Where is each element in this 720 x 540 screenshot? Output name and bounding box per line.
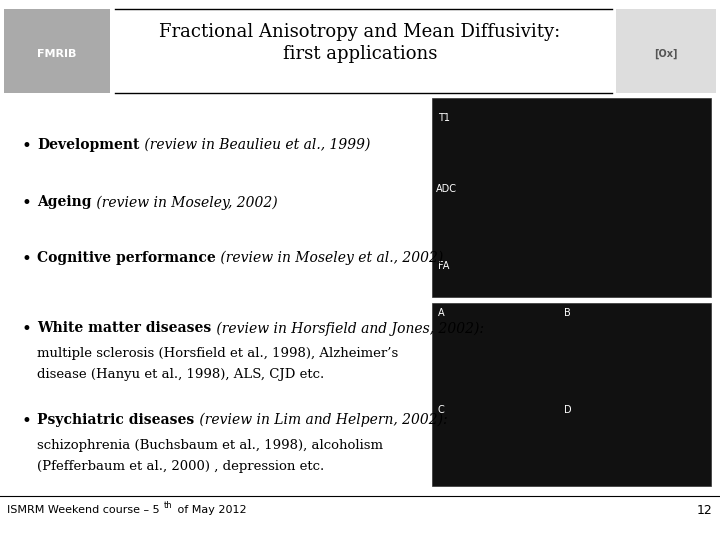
Text: FA: FA [438,261,449,271]
FancyBboxPatch shape [432,303,711,486]
Text: of May 2012: of May 2012 [174,505,247,515]
FancyBboxPatch shape [4,9,110,93]
Text: D: D [564,406,572,415]
FancyBboxPatch shape [432,98,711,297]
Text: Psychiatric diseases: Psychiatric diseases [37,413,194,427]
Text: A: A [438,308,444,318]
Text: T1: T1 [438,113,450,123]
Text: first applications: first applications [283,45,437,63]
Text: •: • [22,251,32,268]
Text: (review in Moseley et al., 2002): (review in Moseley et al., 2002) [216,251,444,266]
Text: 12: 12 [697,504,713,517]
Text: (Pfefferbaum et al., 2000) , depression etc.: (Pfefferbaum et al., 2000) , depression … [37,460,325,472]
Text: Cognitive performance: Cognitive performance [37,251,216,265]
Text: Development: Development [37,138,140,152]
Text: B: B [564,308,571,318]
Text: (review in Beaulieu et al., 1999): (review in Beaulieu et al., 1999) [140,138,370,152]
Text: White matter diseases: White matter diseases [37,321,212,335]
Text: Ageing: Ageing [37,195,92,210]
Text: ISMRM Weekend course – 5: ISMRM Weekend course – 5 [7,505,160,515]
Text: Fractional Anisotropy and Mean Diffusivity:: Fractional Anisotropy and Mean Diffusivi… [159,23,561,42]
Text: •: • [22,195,32,212]
FancyBboxPatch shape [616,9,716,93]
Text: th: th [164,502,173,510]
Text: •: • [22,413,32,430]
Text: (review in Moseley, 2002): (review in Moseley, 2002) [92,195,278,210]
Text: (review in Lim and Helpern, 2002):: (review in Lim and Helpern, 2002): [194,413,447,428]
Text: FMRIB: FMRIB [37,49,76,59]
Text: ADC: ADC [436,184,457,194]
Text: •: • [22,321,32,338]
Text: C: C [438,406,444,415]
Text: multiple sclerosis (Horsfield et al., 1998), Alzheimer’s: multiple sclerosis (Horsfield et al., 19… [37,347,399,360]
Text: [Ox]: [Ox] [654,49,678,59]
Text: (review in Horsfield and Jones, 2002):: (review in Horsfield and Jones, 2002): [212,321,484,336]
Text: •: • [22,138,32,154]
Text: schizophrenia (Buchsbaum et al., 1998), alcoholism: schizophrenia (Buchsbaum et al., 1998), … [37,439,384,452]
Text: disease (Hanyu et al., 1998), ALS, CJD etc.: disease (Hanyu et al., 1998), ALS, CJD e… [37,368,325,381]
